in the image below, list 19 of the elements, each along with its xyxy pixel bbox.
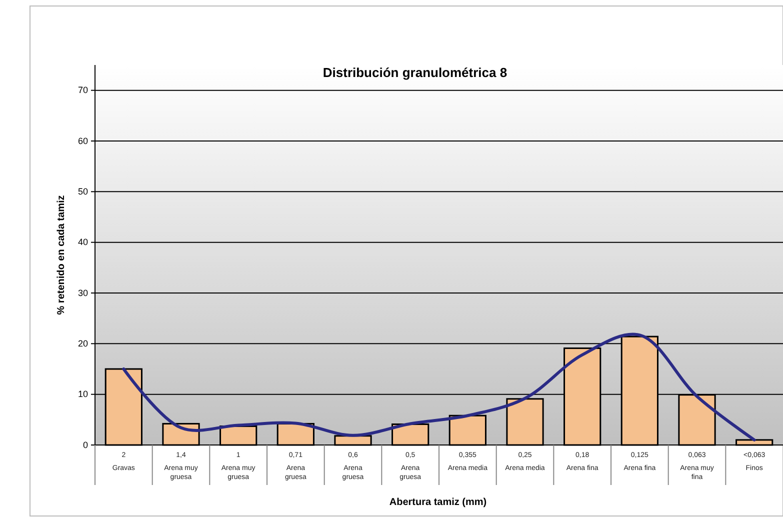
y-tick-label: 30 — [78, 288, 88, 298]
bar — [334, 435, 372, 446]
y-tick-label: 10 — [78, 389, 88, 400]
bar — [276, 422, 314, 446]
line-series — [122, 333, 756, 442]
y-tick-label: 20 — [78, 338, 88, 349]
y-tick-label: 70 — [78, 85, 88, 96]
bar — [448, 414, 486, 446]
y-tick-label: 50 — [78, 186, 88, 197]
bar — [736, 439, 774, 446]
y-axis-title: % retenido en cada tamiz — [56, 195, 67, 315]
bar — [392, 423, 430, 446]
y-tick-label: 60 — [78, 136, 88, 146]
y-tick-label: 0 — [82, 440, 88, 450]
chart-title: Distribución granulométrica 8 — [322, 65, 508, 80]
bar — [220, 426, 258, 446]
x-axis-title: Abertura tamiz (mm) — [389, 497, 487, 508]
y-tick-label: 40 — [78, 237, 88, 248]
bar — [506, 398, 544, 446]
